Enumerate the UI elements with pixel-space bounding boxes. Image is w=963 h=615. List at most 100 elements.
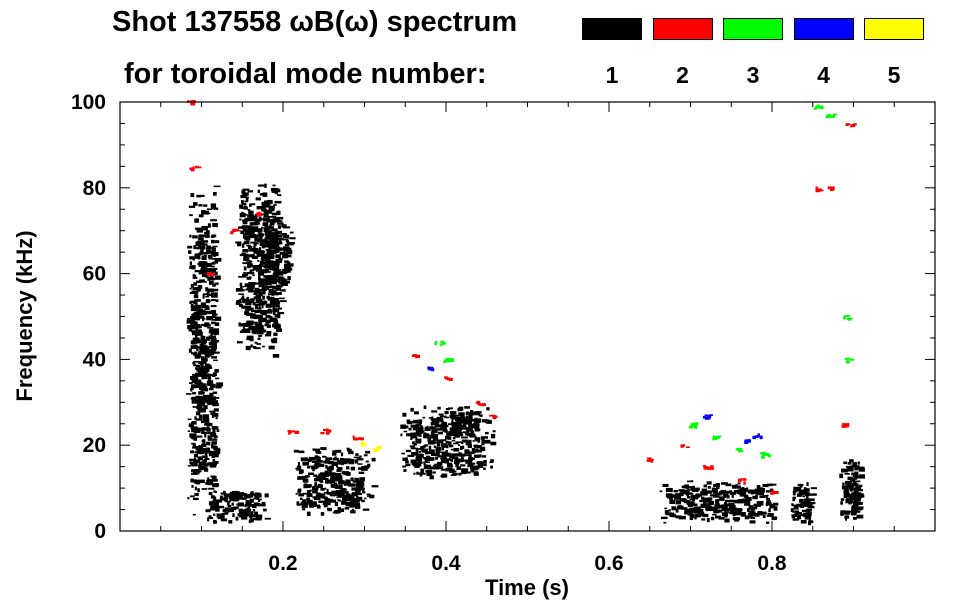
mode-1-mark	[271, 218, 276, 222]
mode-1-mark	[253, 234, 258, 238]
mode-1-mark	[194, 486, 197, 491]
mode-1-mark	[766, 521, 770, 524]
mode-1-mark	[697, 511, 703, 515]
mode-1-mark	[365, 450, 371, 454]
mode-1-mark	[762, 495, 769, 497]
mode-1-mark	[455, 441, 463, 444]
mode-1-mark	[190, 300, 197, 303]
mode-3-mark	[443, 361, 447, 363]
mode-1-mark	[249, 498, 252, 504]
mode-1-mark	[308, 456, 316, 461]
mode-3-mark	[738, 447, 742, 450]
mode-1-mark	[214, 316, 222, 321]
mode-1-mark	[418, 432, 422, 435]
mode-1-mark	[668, 509, 671, 512]
legend-label-3: 3	[746, 62, 760, 88]
mode-1-mark	[232, 490, 239, 495]
mode-1-mark	[204, 231, 207, 234]
mode-1-mark	[278, 220, 283, 223]
mode-1-mark	[204, 388, 209, 392]
mode-1-mark	[346, 458, 352, 463]
mode-1-mark	[247, 265, 252, 268]
mode-1-mark	[449, 444, 454, 448]
mode-1-mark	[202, 294, 205, 299]
mode-1-mark	[686, 480, 694, 483]
mode-1-mark	[261, 240, 265, 245]
mode-1-mark	[452, 437, 456, 440]
mode-1-mark	[198, 409, 203, 412]
mode-1-mark	[206, 245, 211, 249]
mode-1-mark	[345, 491, 349, 495]
mode-1-mark	[459, 427, 467, 430]
mode-1-mark	[207, 401, 213, 405]
mode-1-mark	[452, 473, 458, 475]
mode-1-mark	[193, 428, 200, 432]
mode-4-mark	[755, 435, 759, 438]
mode-1-mark	[273, 332, 278, 336]
mode-3-mark	[439, 344, 443, 346]
mode-1-mark	[728, 502, 735, 507]
mode-1-mark	[205, 336, 211, 341]
mode-1-mark	[321, 473, 327, 478]
mode-3-mark	[820, 105, 824, 109]
mode-1-mark	[726, 495, 730, 499]
mode-1-mark	[490, 459, 494, 463]
mode-1-mark	[190, 340, 198, 345]
mode-1-mark	[222, 509, 225, 512]
mode-1-mark	[240, 230, 245, 235]
mode-1-mark	[412, 463, 420, 467]
mode-1-mark	[202, 347, 207, 349]
mode-1-mark	[276, 216, 284, 220]
mode-1-mark	[216, 513, 222, 517]
mode-1-mark	[250, 241, 257, 244]
mode-1-mark	[323, 487, 327, 490]
mode-1-mark	[268, 293, 275, 296]
mode-1-mark	[289, 231, 294, 234]
mode-1-mark	[272, 264, 280, 268]
mode-1-mark	[196, 480, 201, 485]
mode-1-mark	[244, 255, 249, 259]
mode-1-mark	[485, 431, 489, 435]
mode-1-mark	[267, 309, 273, 314]
mode-1-mark	[424, 451, 429, 455]
mode-1-mark	[236, 341, 243, 344]
mode-1-mark	[201, 338, 207, 344]
mode-1-mark	[207, 439, 213, 441]
mode-1-mark	[284, 234, 290, 239]
mode-1-mark	[278, 277, 283, 281]
mode-3-mark	[735, 448, 739, 451]
mode-2-mark	[685, 446, 690, 448]
legend-swatch-3	[723, 18, 783, 40]
mode-1-mark	[297, 476, 302, 480]
mode-1-mark	[208, 515, 212, 519]
mode-1-mark	[210, 507, 217, 511]
mode-1-mark	[745, 496, 752, 501]
mode-1-mark	[316, 505, 321, 509]
mode-1-mark	[241, 252, 246, 257]
mode-1-mark	[213, 253, 216, 257]
mode-1-mark	[845, 511, 849, 515]
mode-1-mark	[230, 491, 233, 494]
mode-1-mark	[210, 246, 215, 250]
mode-1-mark	[416, 454, 421, 456]
mode-1-mark	[191, 377, 198, 382]
mode-1-mark	[201, 210, 206, 213]
mode-1-mark	[461, 470, 466, 475]
mode-1-mark	[456, 431, 463, 437]
mode-1-mark	[261, 305, 264, 309]
mode-1-mark	[248, 263, 253, 267]
y-tick-label: 0	[94, 520, 106, 543]
mode-1-mark	[212, 240, 220, 244]
mode-1-mark	[454, 418, 458, 422]
mode-1-mark	[351, 508, 355, 511]
mode-1-mark	[275, 242, 281, 245]
mode-1-mark	[313, 474, 317, 477]
mode-1-mark	[402, 412, 407, 417]
mode-1-mark	[694, 515, 697, 520]
mode-1-mark	[770, 483, 777, 486]
mode-1-mark	[212, 315, 216, 318]
mode-1-mark	[284, 267, 288, 272]
mode-3-mark	[762, 451, 766, 455]
mode-1-mark	[272, 354, 280, 358]
legend-label-1: 1	[605, 62, 619, 88]
